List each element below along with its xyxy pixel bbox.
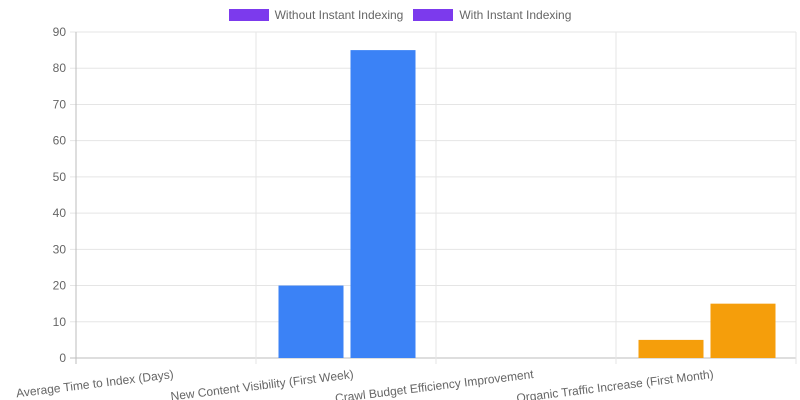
- y-tick-label: 30: [53, 242, 67, 256]
- legend-label-without: Without Instant Indexing: [274, 8, 404, 22]
- x-tick-label: New Content Visibility (First Week): [170, 367, 355, 400]
- y-tick-label: 60: [53, 134, 67, 148]
- chart-legend: Without Instant Indexing With Instant In…: [0, 8, 800, 22]
- y-tick-label: 0: [59, 351, 66, 365]
- bar[interactable]: [350, 50, 416, 358]
- legend-label-with: With Instant Indexing: [459, 8, 572, 22]
- x-tick-label: Crawl Budget Efficiency Improvement: [334, 367, 535, 400]
- legend-item-with[interactable]: With Instant Indexing: [413, 8, 571, 22]
- x-tick-label: Average Time to Index (Days): [15, 367, 174, 400]
- y-tick-label: 10: [53, 315, 67, 329]
- y-tick-label: 20: [53, 279, 67, 293]
- x-tick-label: Organic Traffic Increase (First Month): [516, 367, 715, 400]
- legend-swatch-with: [413, 9, 454, 21]
- bar[interactable]: [710, 303, 776, 358]
- legend-swatch-without: [228, 9, 269, 21]
- legend-item-without[interactable]: Without Instant Indexing: [228, 8, 404, 22]
- y-tick-label: 90: [53, 25, 67, 39]
- y-tick-label: 50: [53, 170, 67, 184]
- y-tick-label: 40: [53, 206, 67, 220]
- bar[interactable]: [638, 339, 704, 358]
- bar[interactable]: [278, 285, 344, 358]
- y-tick-label: 80: [53, 61, 67, 75]
- y-tick-label: 70: [53, 97, 67, 111]
